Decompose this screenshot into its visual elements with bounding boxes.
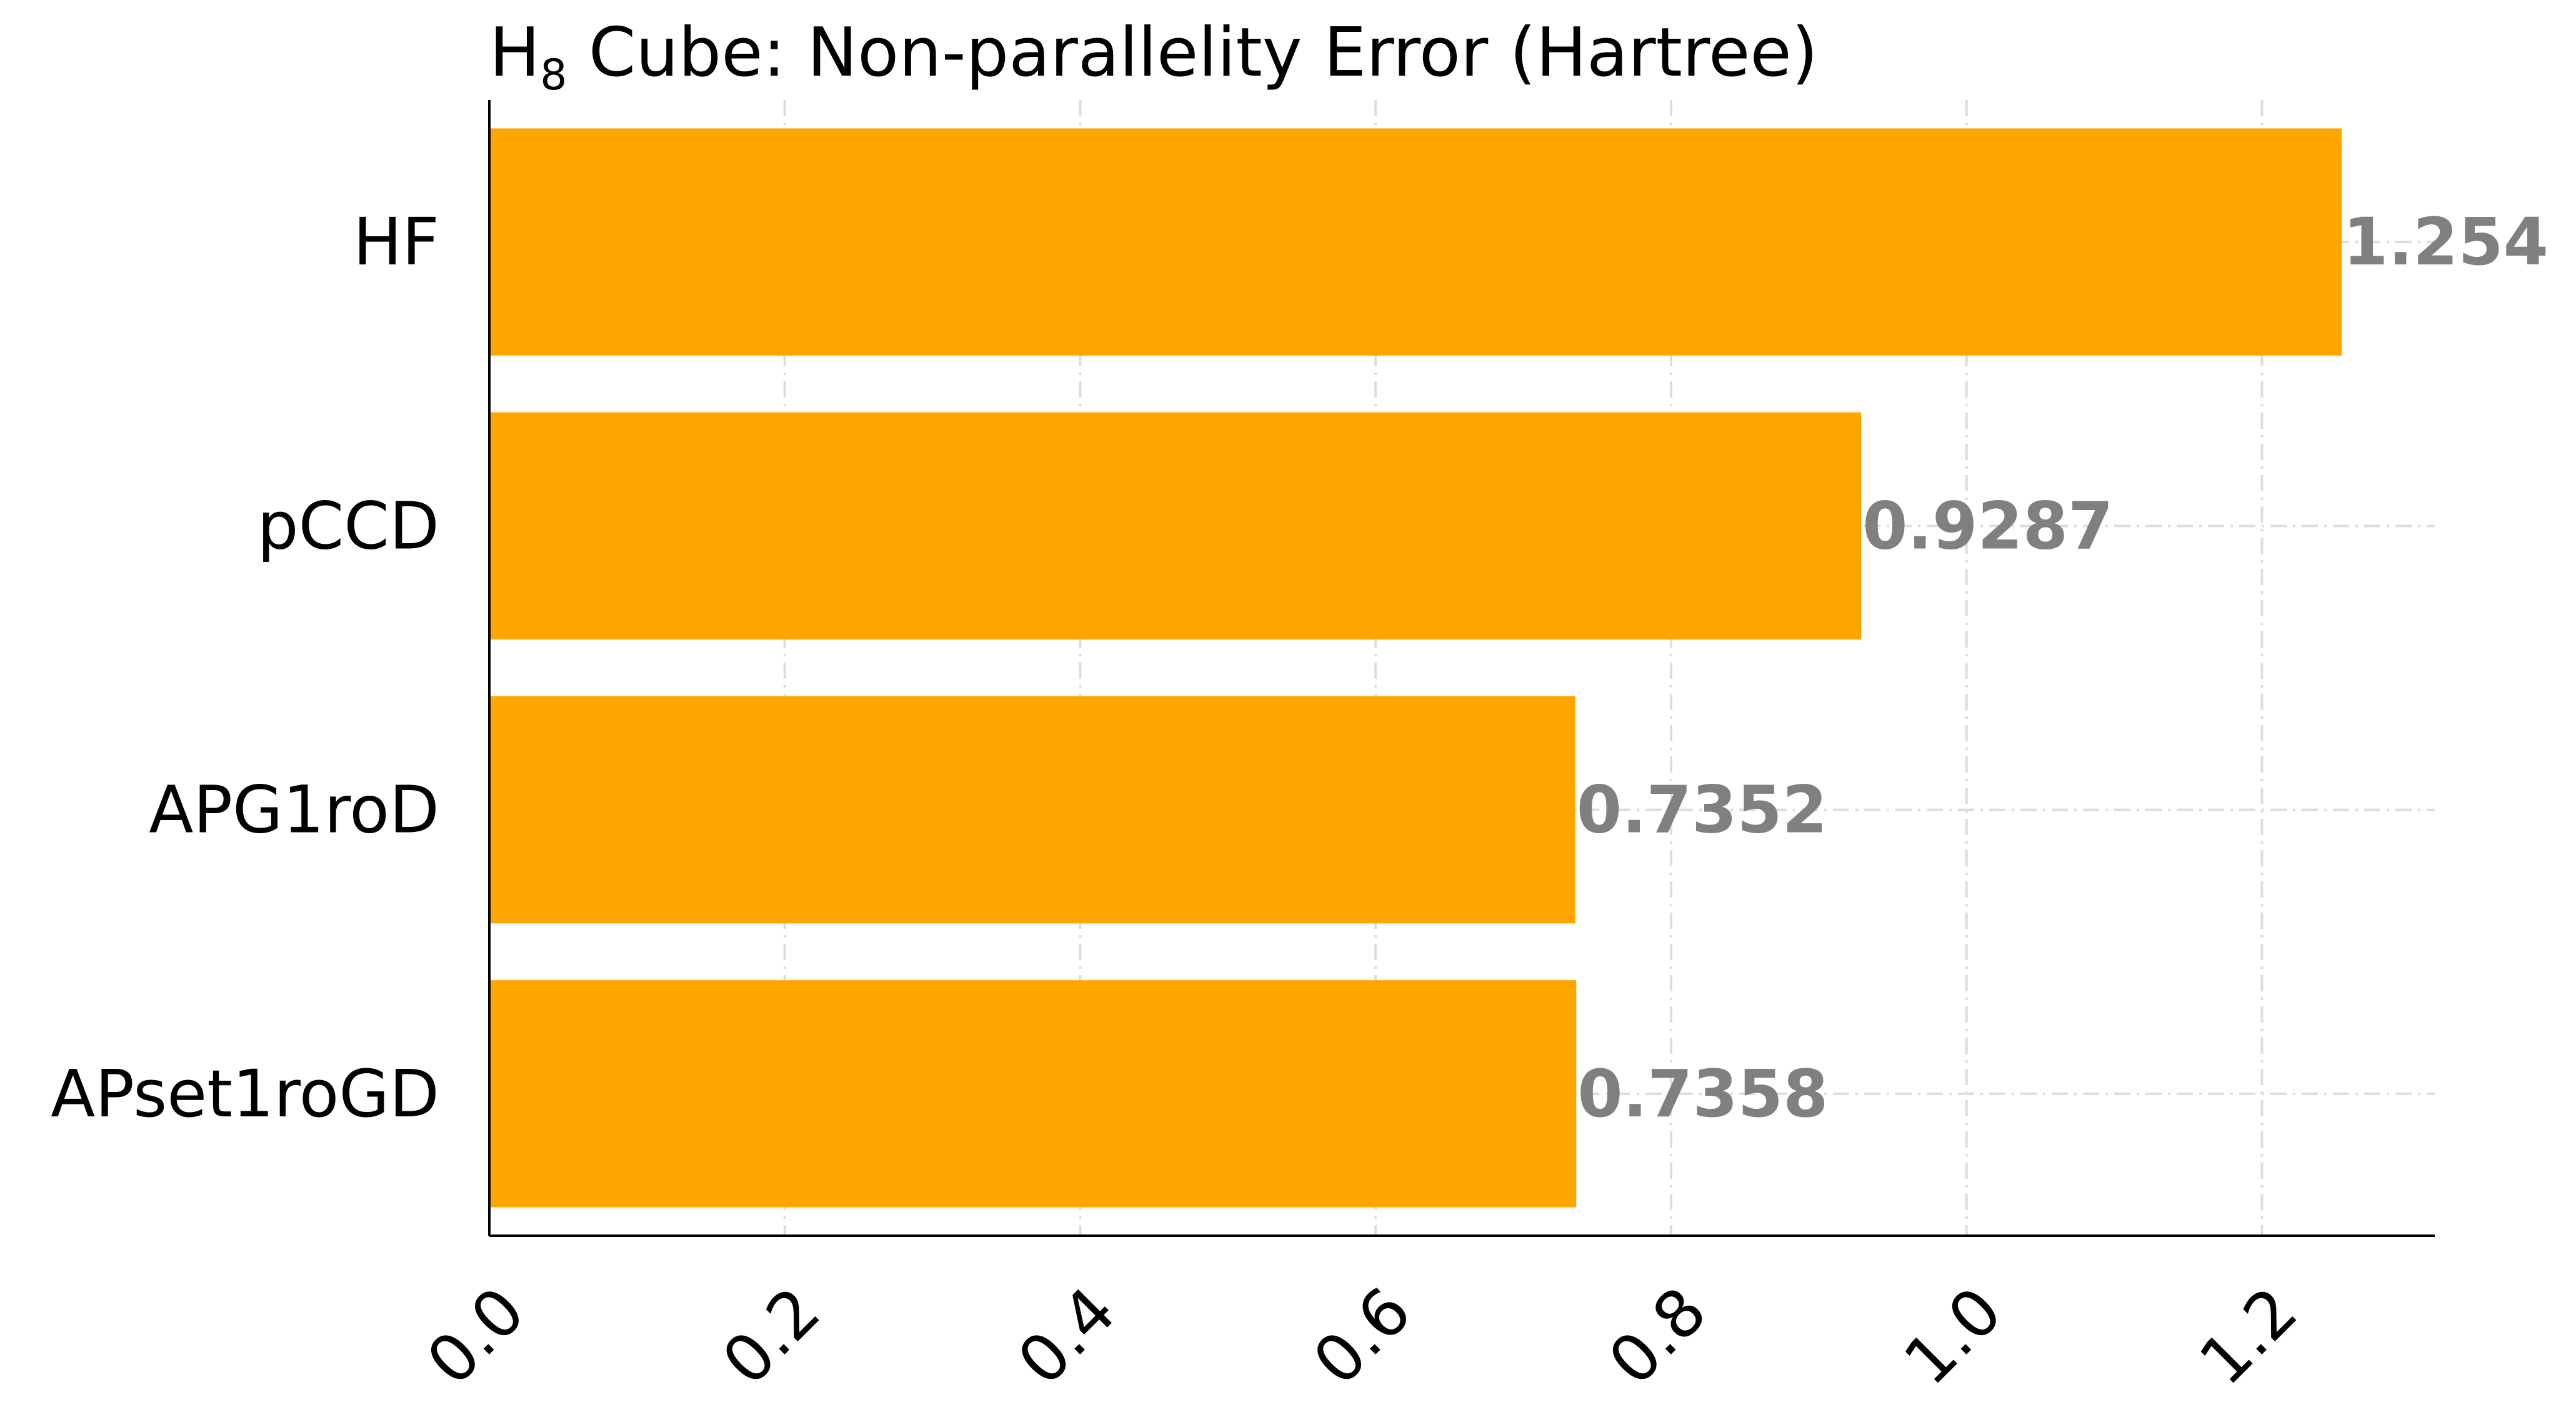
chart-title-subscript: 8	[540, 51, 567, 100]
x-tick-label-1: 0.2	[707, 1273, 834, 1399]
bar-2	[489, 696, 1575, 924]
x-tick-label-0: 0.0	[412, 1273, 539, 1399]
x-tick-label-6: 1.2	[2185, 1273, 2312, 1399]
y-tick-label-2: APG1roD	[149, 772, 439, 848]
x-tick-label-5: 1.0	[1889, 1273, 2016, 1399]
x-tick-label-2: 0.4	[1003, 1273, 1130, 1399]
x-tick-label-3: 0.6	[1299, 1273, 1425, 1399]
axes	[488, 100, 2435, 1237]
y-tick-label-3: APset1roGD	[51, 1056, 439, 1132]
bar-0	[489, 128, 2342, 356]
bar-1	[489, 412, 1862, 640]
y-tick-label-0: HF	[353, 204, 439, 280]
bar-3	[489, 980, 1577, 1208]
value-label-1: 0.9287	[1862, 488, 2113, 564]
chart-title-main: H	[489, 14, 541, 92]
chart-title-rest: Cube: Non-parallelity Error (Hartree)	[567, 14, 1818, 92]
chart-title: H8 Cube: Non-parallelity Error (Hartree)	[489, 13, 1818, 101]
value-label-3: 0.7358	[1577, 1056, 1828, 1132]
value-label-2: 0.7352	[1577, 772, 1827, 848]
y-tick-label-1: pCCD	[257, 488, 439, 564]
x-tick-label-4: 0.8	[1594, 1273, 1721, 1399]
bars	[489, 128, 2342, 1208]
value-label-0: 1.254	[2343, 204, 2549, 280]
